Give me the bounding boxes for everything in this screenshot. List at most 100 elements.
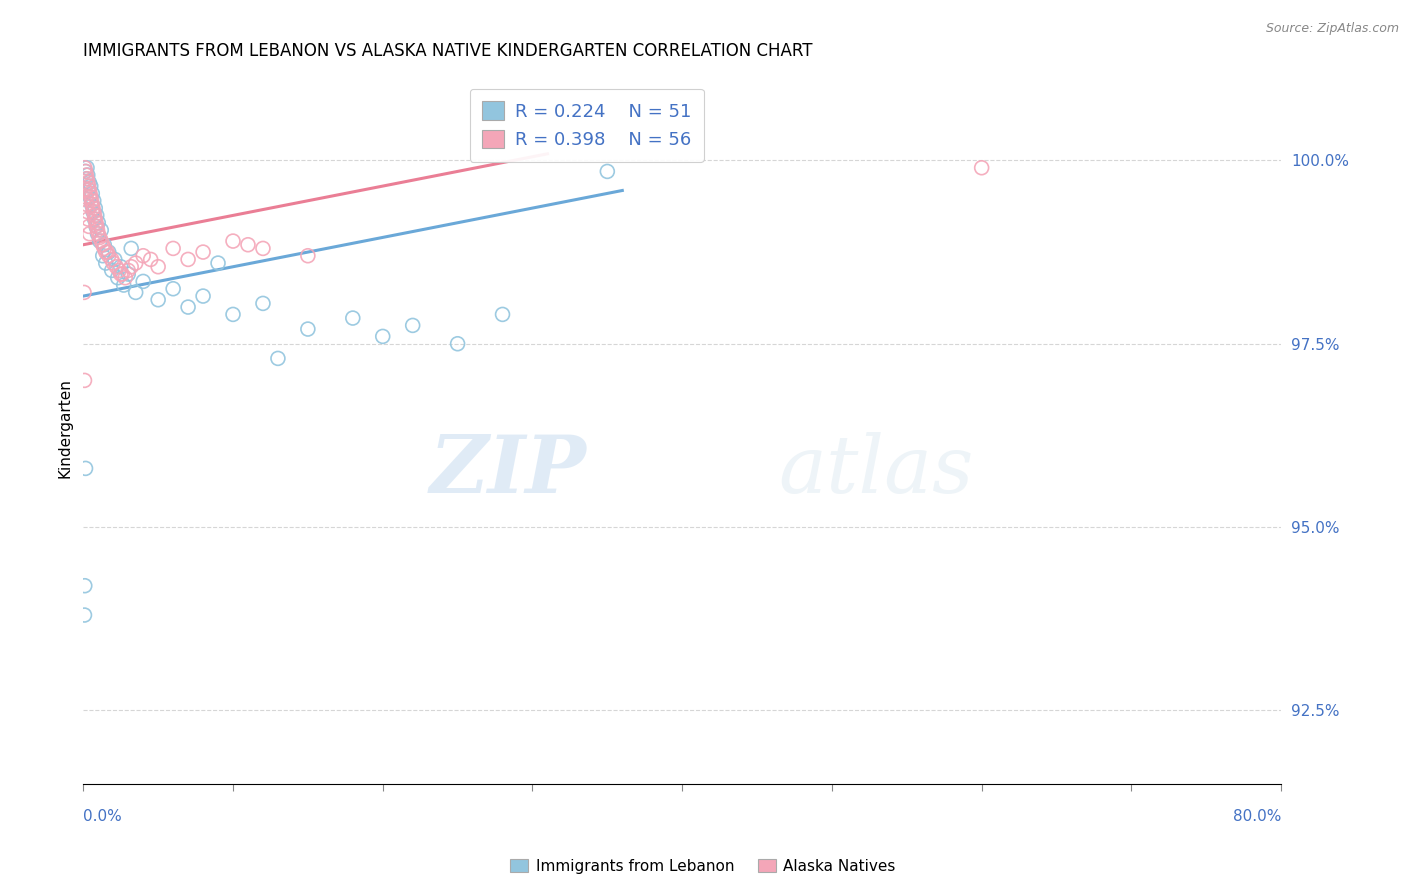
Point bbox=[100, 263, 122, 277]
Point bbox=[79, 186, 101, 201]
Point bbox=[491, 307, 513, 321]
Point bbox=[146, 293, 169, 307]
Point bbox=[80, 197, 103, 211]
Point bbox=[87, 227, 110, 241]
Point bbox=[105, 260, 128, 274]
Point bbox=[80, 190, 103, 204]
Point bbox=[76, 204, 98, 219]
Point bbox=[75, 164, 97, 178]
Point bbox=[100, 252, 122, 267]
Text: ZIP: ZIP bbox=[429, 432, 586, 509]
Point bbox=[94, 245, 117, 260]
Point bbox=[82, 197, 104, 211]
Point bbox=[96, 245, 118, 260]
Point bbox=[83, 208, 105, 222]
Point bbox=[139, 252, 162, 267]
Point bbox=[117, 263, 139, 277]
Point bbox=[162, 282, 184, 296]
Point bbox=[73, 608, 96, 623]
Point bbox=[342, 311, 364, 326]
Point bbox=[110, 267, 132, 281]
Point bbox=[75, 168, 97, 182]
Point bbox=[75, 190, 97, 204]
Point bbox=[77, 183, 100, 197]
Point bbox=[207, 256, 229, 270]
Point bbox=[82, 204, 104, 219]
Point bbox=[97, 245, 120, 260]
Point bbox=[80, 179, 103, 194]
Point bbox=[79, 190, 101, 204]
Point bbox=[446, 336, 468, 351]
Point bbox=[297, 249, 319, 263]
Point bbox=[107, 270, 129, 285]
Point bbox=[82, 186, 104, 201]
Point bbox=[177, 252, 200, 267]
Text: IMMIGRANTS FROM LEBANON VS ALASKA NATIVE KINDERGARTEN CORRELATION CHART: IMMIGRANTS FROM LEBANON VS ALASKA NATIVE… bbox=[83, 42, 813, 60]
Point bbox=[108, 263, 131, 277]
Point bbox=[89, 230, 111, 244]
Point bbox=[83, 194, 105, 208]
Point bbox=[73, 161, 96, 175]
Point bbox=[371, 329, 394, 343]
Point bbox=[82, 201, 104, 215]
Point bbox=[86, 227, 108, 241]
Point bbox=[76, 168, 98, 182]
Point bbox=[267, 351, 290, 366]
Point bbox=[80, 194, 103, 208]
Point bbox=[76, 161, 98, 175]
Point bbox=[110, 260, 132, 274]
Point bbox=[77, 179, 100, 194]
Point bbox=[77, 183, 100, 197]
Point bbox=[222, 234, 245, 248]
Point bbox=[104, 252, 127, 267]
Point bbox=[93, 241, 115, 255]
Point bbox=[76, 176, 98, 190]
Point bbox=[83, 204, 105, 219]
Text: Source: ZipAtlas.com: Source: ZipAtlas.com bbox=[1265, 22, 1399, 36]
Point bbox=[73, 579, 96, 593]
Point bbox=[132, 274, 155, 288]
Point bbox=[84, 201, 107, 215]
Point bbox=[75, 461, 97, 475]
Point bbox=[86, 223, 108, 237]
Point bbox=[120, 241, 142, 255]
Point bbox=[77, 176, 100, 190]
Point bbox=[91, 237, 114, 252]
Point bbox=[84, 212, 107, 227]
Point bbox=[84, 216, 107, 230]
Point bbox=[132, 249, 155, 263]
Point bbox=[86, 219, 108, 234]
Point bbox=[89, 234, 111, 248]
Point bbox=[76, 171, 98, 186]
Point bbox=[75, 164, 97, 178]
Point bbox=[76, 197, 98, 211]
Point bbox=[596, 164, 619, 178]
Point bbox=[112, 278, 135, 293]
Point bbox=[117, 267, 139, 281]
Point bbox=[87, 216, 110, 230]
Y-axis label: Kindergarten: Kindergarten bbox=[58, 378, 72, 478]
Point bbox=[125, 285, 148, 300]
Point bbox=[86, 208, 108, 222]
Point bbox=[114, 270, 136, 285]
Point bbox=[970, 161, 993, 175]
Text: atlas: atlas bbox=[778, 432, 973, 509]
Point bbox=[77, 219, 100, 234]
Point bbox=[79, 227, 101, 241]
Point bbox=[83, 212, 105, 227]
Point bbox=[77, 212, 100, 227]
Point bbox=[75, 171, 97, 186]
Point bbox=[84, 219, 107, 234]
Point bbox=[236, 237, 259, 252]
Point bbox=[94, 256, 117, 270]
Legend: R = 0.224    N = 51, R = 0.398    N = 56: R = 0.224 N = 51, R = 0.398 N = 56 bbox=[470, 88, 704, 161]
Point bbox=[162, 241, 184, 255]
Point bbox=[103, 256, 125, 270]
Text: 0.0%: 0.0% bbox=[83, 809, 122, 824]
Point bbox=[125, 256, 148, 270]
Point bbox=[97, 249, 120, 263]
Point bbox=[252, 241, 274, 255]
Point bbox=[111, 267, 134, 281]
Point bbox=[191, 245, 214, 260]
Point bbox=[90, 223, 112, 237]
